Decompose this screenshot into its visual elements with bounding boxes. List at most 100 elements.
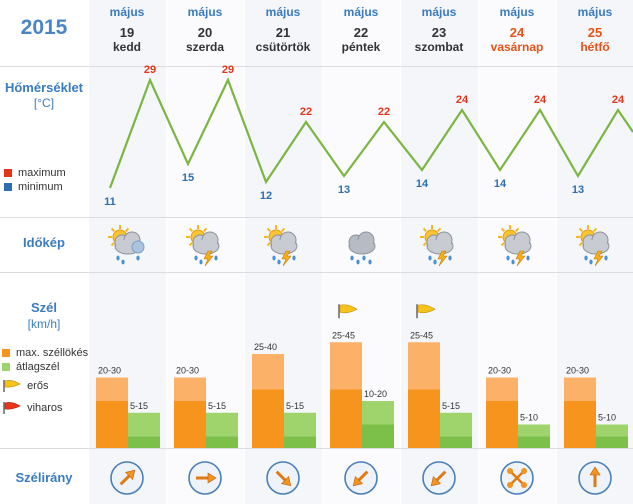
day-number: 25 <box>587 25 603 40</box>
column-divider <box>88 0 89 504</box>
column-divider <box>478 0 479 504</box>
day-header: május 22 péntek <box>323 0 399 54</box>
min-temp-label: 11 <box>104 196 116 208</box>
day-number: 20 <box>197 25 213 40</box>
avg-wind-bar-upper <box>518 424 550 437</box>
legend-storm-label: viharos <box>27 401 63 414</box>
thunderstorm-icon <box>420 225 454 267</box>
wind-direction-arrow-icon <box>188 461 222 495</box>
avg-wind-bar-lower <box>362 424 394 448</box>
gust-range-label: 20-30 <box>98 366 121 376</box>
gust-bar-upper <box>408 342 440 390</box>
min-temp-label: 14 <box>416 178 429 190</box>
legend-avg-swatch <box>2 363 10 372</box>
thunderstorm-icon <box>576 225 610 267</box>
day-number: 23 <box>431 25 447 40</box>
day-weekday: kedd <box>112 40 141 54</box>
day-number: 19 <box>119 25 135 40</box>
temperature-line <box>108 77 633 189</box>
thunderstorm-icon <box>498 225 532 267</box>
column-divider <box>322 0 323 504</box>
wind-direction-arrow-icon <box>266 461 300 495</box>
avg-range-label: 5-10 <box>520 413 538 423</box>
column-divider <box>400 0 401 504</box>
day-month: május <box>265 5 301 19</box>
avg-range-label: 5-15 <box>286 401 304 411</box>
legend-avg: átlagszél <box>2 361 59 373</box>
min-temp-label: 13 <box>572 184 584 196</box>
avg-wind-bar-upper <box>362 401 394 425</box>
variable-wind-icon <box>500 461 534 495</box>
legend-gust-label: max. széllökés <box>16 347 89 359</box>
legend-min-swatch <box>4 183 12 192</box>
rain-cloud-icon <box>348 231 376 265</box>
gust-range-label: 20-30 <box>488 366 511 376</box>
wind-row-title: Szél <box>30 300 57 315</box>
legend-strong: erős <box>2 379 48 393</box>
avg-wind-bar-lower <box>206 436 238 448</box>
year-label: 2015 <box>20 16 68 39</box>
row-divider <box>0 272 633 273</box>
avg-wind-bar-lower <box>128 436 160 448</box>
max-temp-label: 24 <box>534 94 547 106</box>
day-weekday: szerda <box>185 40 225 54</box>
thunderstorm-icon <box>264 225 298 267</box>
legend-strong-label: erős <box>27 379 49 392</box>
day-weekday: csütörtök <box>255 40 311 54</box>
day-header: május 21 csütörtök <box>245 0 321 54</box>
strong-wind-flag-icon <box>416 304 436 319</box>
max-temp-label: 22 <box>378 106 390 118</box>
max-temp-label: 24 <box>612 94 625 106</box>
gust-bar-upper <box>174 377 206 401</box>
weather-row-title: Időkép <box>23 235 65 250</box>
day-header: május 24 vasárnap <box>479 0 555 54</box>
min-temp-label: 14 <box>494 178 507 190</box>
gust-bar-upper <box>564 377 596 401</box>
max-temp-label: 29 <box>144 64 156 76</box>
direction-row-title: Szélirány <box>15 470 73 485</box>
day-header: május 23 szombat <box>401 0 477 54</box>
wind-direction-arrow-icon <box>422 461 456 495</box>
day-month: május <box>499 5 535 19</box>
day-weekday: péntek <box>341 40 381 54</box>
gust-bar-lower <box>252 389 284 448</box>
day-month: május <box>109 5 145 19</box>
day-month: május <box>421 5 457 19</box>
day-number: 22 <box>353 25 369 40</box>
avg-range-label: 5-15 <box>442 401 460 411</box>
gust-bar-lower <box>174 401 206 448</box>
gust-bar-upper <box>252 354 284 390</box>
day-weekday: szombat <box>414 40 464 54</box>
column-divider <box>166 0 167 504</box>
wind-direction-arrow-icon <box>110 461 144 495</box>
gust-bar-lower <box>408 389 440 448</box>
avg-range-label: 5-10 <box>598 413 616 423</box>
legend-storm: viharos <box>2 401 63 415</box>
legend-gust-swatch <box>2 349 10 358</box>
avg-wind-bar-lower <box>284 436 316 448</box>
min-temp-label: 15 <box>182 172 194 184</box>
wind-direction-arrow-icon <box>578 461 612 495</box>
strong-wind-flag-icon <box>338 304 358 319</box>
day-header: május 20 szerda <box>167 0 243 54</box>
min-temp-label: 12 <box>260 190 272 202</box>
legend-avg-label: átlagszél <box>16 361 60 373</box>
gust-range-label: 25-45 <box>332 330 355 340</box>
avg-wind-bar-upper <box>596 424 628 437</box>
gust-bar-lower <box>564 401 596 448</box>
gust-bar-lower <box>486 401 518 448</box>
legend-min-label: minimum <box>18 181 63 193</box>
day-weekday: hétfő <box>580 40 610 54</box>
wind-direction-arrow-icon <box>344 461 378 495</box>
avg-range-label: 10-20 <box>364 389 387 399</box>
legend-max-swatch <box>4 169 12 178</box>
day-number: 21 <box>275 25 291 40</box>
gust-bar-upper <box>96 377 128 401</box>
legend-max: maximum <box>4 167 66 179</box>
avg-wind-bar-upper <box>206 412 238 437</box>
gust-bar-upper <box>330 342 362 390</box>
row-divider <box>0 66 633 67</box>
day-number: 24 <box>509 25 525 40</box>
row-divider <box>0 448 633 449</box>
